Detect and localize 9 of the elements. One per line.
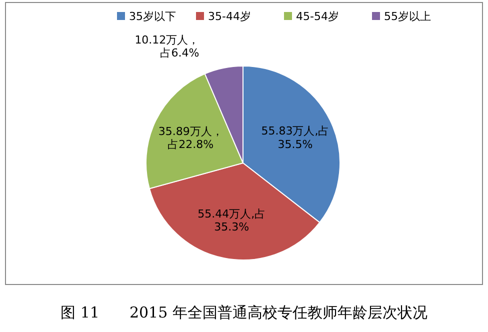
- data-label: 10.12万人，占6.4%: [134, 33, 200, 60]
- legend-label: 35-44岁: [208, 10, 251, 23]
- data-label: 35.89万人，占22.8%: [158, 124, 223, 152]
- legend-label: 55岁以上: [384, 10, 431, 23]
- legend-label: 45-54岁: [296, 10, 339, 23]
- data-label: 55.44万人,占35.3%: [198, 207, 266, 234]
- legend-label: 35岁以下: [129, 10, 176, 23]
- data-label: 55.83万人,占35.5%: [261, 124, 330, 151]
- text: 图 11 2015 年全国普通高校专任教师年龄层次状况: [60, 303, 428, 322]
